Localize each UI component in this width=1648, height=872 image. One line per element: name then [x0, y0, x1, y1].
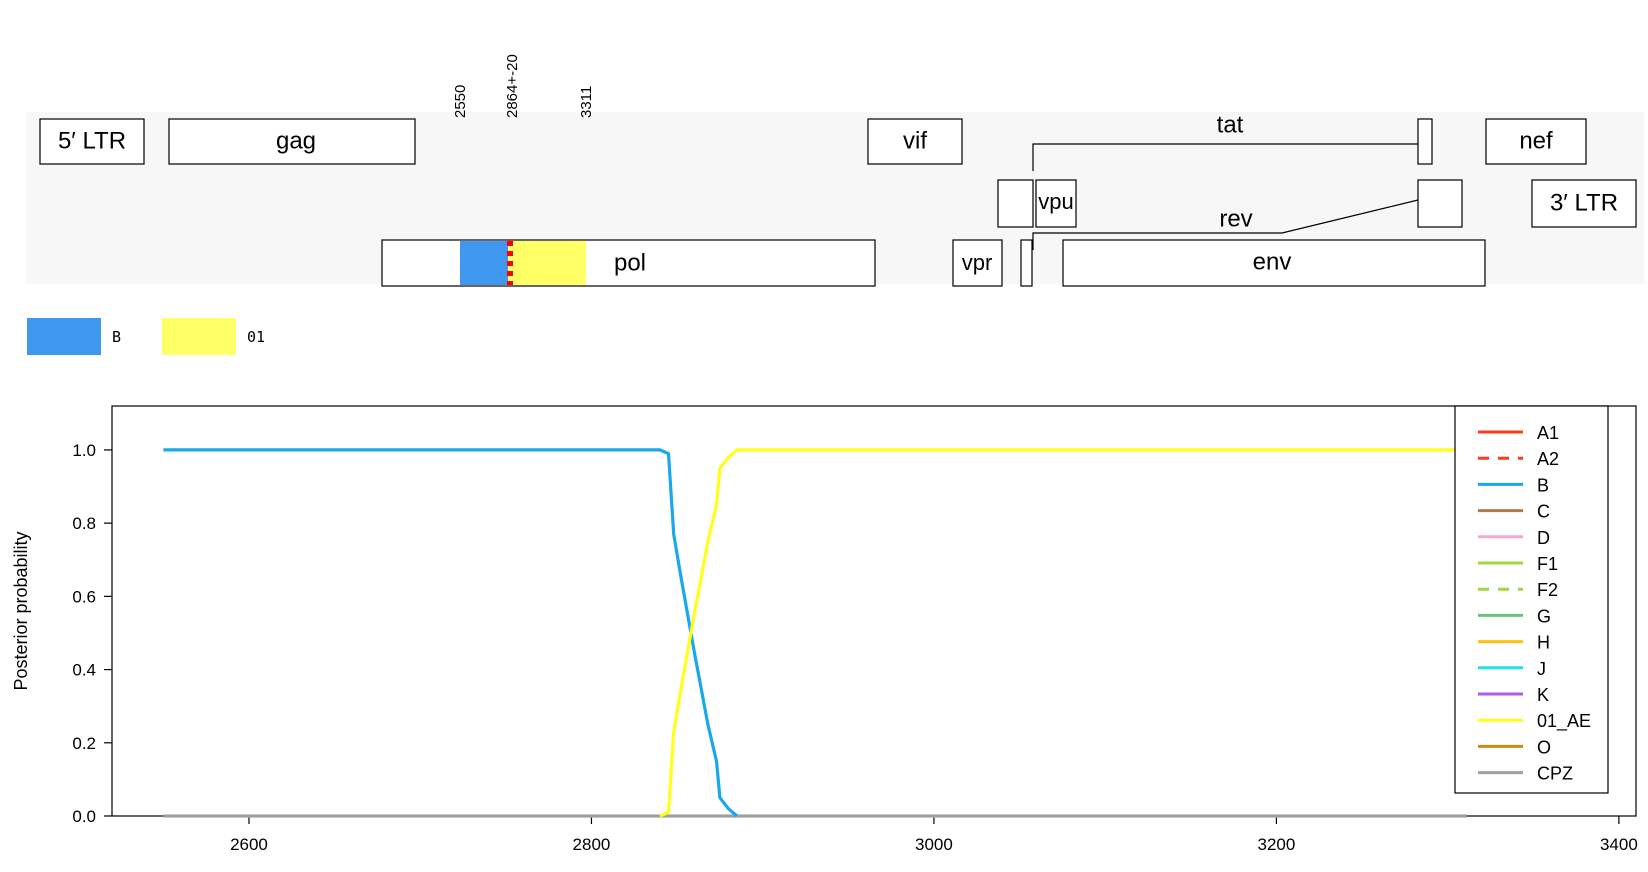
gene-label-vpu: vpu: [1038, 189, 1073, 214]
subtype-swatch-01: [162, 318, 236, 355]
x-tick-label: 3400: [1600, 835, 1638, 854]
gene-label-vif: vif: [903, 127, 927, 154]
gene-label-rev: rev: [1219, 205, 1252, 232]
gene-pol: pol: [382, 240, 875, 286]
gene-label-env: env: [1253, 248, 1292, 275]
x-tick-label: 3200: [1257, 835, 1295, 854]
gene-nef: nef: [1486, 119, 1586, 164]
gene-label-nef: nef: [1519, 127, 1553, 154]
y-tick-label: 0.0: [72, 807, 96, 826]
breakpoint-label-end: 3311: [578, 86, 595, 118]
x-tick-label: 2800: [573, 835, 611, 854]
gene-gag: gag: [169, 119, 415, 164]
legend-label-cpz: CPZ: [1537, 764, 1573, 784]
x-axis: 2600 2800 3000 3200 3400: [230, 816, 1638, 854]
y-tick-label: 0.2: [72, 734, 96, 753]
y-axis-label: Posterior probability: [11, 531, 31, 690]
legend-label-o: O: [1537, 737, 1551, 757]
breakpoint-label-start: 2550: [452, 85, 469, 118]
legend-label-a1: A1: [1537, 423, 1559, 443]
gene-label-ltr5: 5′ LTR: [58, 127, 126, 154]
breakpoint-labels: 2550 2864+-20 3311: [452, 54, 595, 118]
subtype-legend: B 01: [27, 318, 265, 355]
plot-frame: [112, 406, 1636, 816]
series-line-01_ae: [660, 450, 1467, 816]
gene-label-ltr3: 3′ LTR: [1550, 189, 1618, 216]
legend-label-g: G: [1537, 606, 1551, 626]
legend-label-f2: F2: [1537, 580, 1558, 600]
gene-vpr: vpr: [953, 240, 1002, 286]
gene-label-gag: gag: [276, 127, 316, 154]
legend-label-01_ae: 01_AE: [1537, 711, 1591, 732]
x-tick-label: 3000: [915, 835, 953, 854]
y-tick-label: 0.6: [72, 587, 96, 606]
legend-label-d: D: [1537, 528, 1550, 548]
gene-label-vpr: vpr: [962, 250, 993, 275]
subtype-label-01: 01: [247, 328, 265, 346]
legend-label-k: K: [1537, 685, 1549, 705]
subtype-swatch-b: [27, 318, 101, 355]
gene-ltr3: 3′ LTR: [1532, 180, 1636, 227]
y-tick-label: 0.8: [72, 514, 96, 533]
gene-env: env: [1021, 240, 1485, 286]
gene-vpu: vpu: [998, 180, 1076, 227]
breakpoint-label-mid: 2864+-20: [504, 54, 521, 118]
y-axis: 0.0 0.2 0.4 0.6 0.8 1.0: [72, 441, 112, 826]
segment-b: [460, 241, 508, 285]
legend-label-h: H: [1537, 633, 1550, 653]
gene-label-pol: pol: [614, 249, 646, 276]
gene-label-tat: tat: [1217, 111, 1244, 138]
gene-vif: vif: [868, 119, 962, 164]
series-layer: [163, 450, 1466, 816]
legend-label-a2: A2: [1537, 449, 1559, 469]
segment-01: [508, 241, 586, 285]
series-line-b: [163, 450, 737, 816]
legend-label-j: J: [1537, 659, 1546, 679]
y-tick-label: 0.4: [72, 661, 96, 680]
x-tick-label: 2600: [230, 835, 268, 854]
subtype-label-b: B: [112, 328, 121, 346]
chart: 0.00.20.40.60.81.0 2600 2800 3000 3200 3400 …: [11, 406, 1638, 854]
legend-box: [1455, 406, 1608, 793]
legend-label-c: C: [1537, 502, 1550, 522]
legend-label-f1: F1: [1537, 554, 1558, 574]
gene-ltr5: 5′ LTR: [40, 119, 144, 164]
y-tick-label: 1.0: [72, 441, 96, 460]
legend-label-b: B: [1537, 475, 1549, 495]
